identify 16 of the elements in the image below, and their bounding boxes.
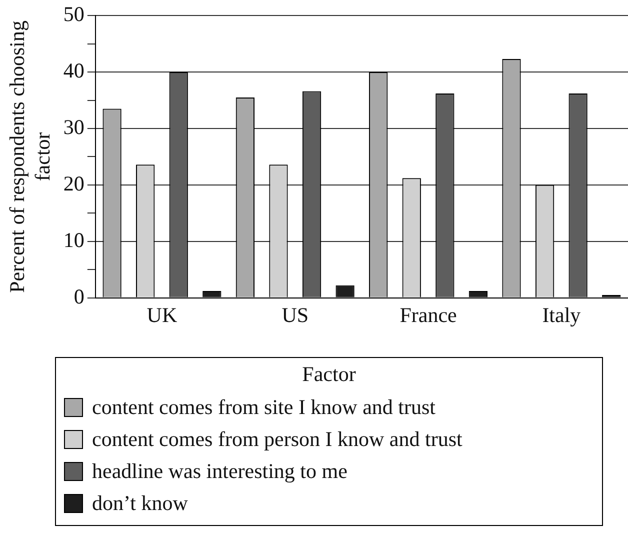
y-tick-label: 10 — [63, 228, 84, 252]
legend-label: content comes from person I know and trust — [92, 426, 462, 453]
x-tick-label: Italy — [542, 302, 582, 327]
legend-label: don’t know — [92, 490, 188, 517]
legend-title: Factor — [301, 362, 357, 387]
y-axis-title: Percent of respondents choosing factor — [5, 20, 54, 293]
y-tick-label: 40 — [63, 58, 84, 83]
x-tick-label: UK — [146, 302, 178, 327]
y-tick-label: 30 — [63, 114, 84, 139]
y-tick-label: 0 — [74, 284, 84, 308]
x-tick-label: France — [400, 302, 457, 327]
legend-label: headline was interesting to me — [92, 458, 348, 485]
y-tick-label: 50 — [63, 2, 84, 26]
legend-label: content comes from site I know and trust — [92, 394, 436, 421]
x-tick-label: US — [282, 302, 309, 327]
y-tick-label: 20 — [63, 171, 84, 196]
